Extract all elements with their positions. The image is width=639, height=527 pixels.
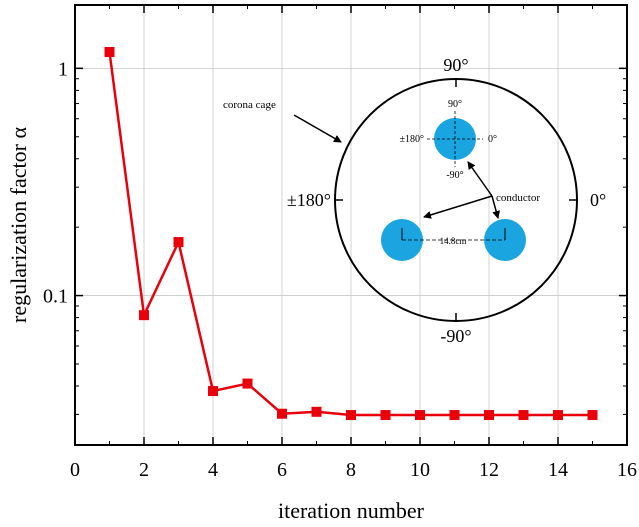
data-point-10: [415, 410, 425, 421]
cage-label-left: ±180°: [287, 190, 331, 210]
cage-label-top: 90°: [443, 55, 468, 75]
data-point-14: [553, 410, 563, 421]
y-tick-label-0.1: 0.1: [43, 286, 68, 308]
conductor-arrow-left: [423, 195, 493, 219]
conductor-label: conductor: [496, 192, 540, 204]
data-point-9: [380, 410, 391, 421]
small-label-top: 90°: [448, 99, 462, 110]
corona-cage-circle: [334, 78, 578, 322]
small-label-left: ±180°: [400, 134, 425, 145]
small-label-bottom: -90°: [446, 170, 463, 181]
spacing-label: 14.8cm: [440, 236, 467, 246]
data-point-6: [277, 408, 287, 419]
x-tick-label-10: 10: [410, 459, 430, 481]
x-axis-title: iteration number: [278, 498, 425, 523]
data-point-2: [139, 310, 149, 321]
axes-layer: 0 2 4 6 8 10 12 14 16 1 0.1: [43, 5, 637, 481]
y-tick-label-1: 1: [58, 58, 68, 80]
data-point-8: [346, 410, 356, 421]
x-tick-label-6: 6: [277, 459, 287, 481]
small-label-right: 0°: [488, 134, 497, 145]
x-tick-label-16: 16: [617, 459, 637, 481]
series-layer: [104, 47, 598, 421]
data-point-13: [518, 410, 529, 421]
data-point-1: [104, 47, 115, 58]
cage-label-right: 0°: [590, 190, 606, 210]
inset-diagram: 90° -90° ±180° 0° corona cage conductor …: [223, 55, 606, 346]
data-point-15: [587, 410, 598, 421]
x-tick-label-8: 8: [346, 459, 356, 481]
data-point-11: [449, 410, 460, 421]
y-axis-title: regularization factor α: [6, 127, 31, 323]
data-point-7: [311, 406, 322, 417]
x-tick-label-4: 4: [208, 459, 218, 481]
conductor-arrow-top: [467, 161, 493, 197]
x-tick-label-12: 12: [479, 459, 499, 481]
corona-cage-label: corona cage: [223, 99, 276, 111]
cage-label-bottom: -90°: [440, 326, 471, 346]
cage-arrow: [293, 114, 342, 143]
grid-lines: [75, 5, 627, 445]
data-point-3: [173, 237, 184, 248]
x-tick-label-2: 2: [139, 459, 149, 481]
x-tick-label-14: 14: [548, 459, 568, 481]
data-point-4: [208, 386, 218, 397]
data-point-12: [484, 410, 494, 421]
conductor-arrow-right: [491, 195, 501, 219]
data-point-5: [242, 378, 253, 389]
x-tick-label-0: 0: [70, 459, 80, 481]
